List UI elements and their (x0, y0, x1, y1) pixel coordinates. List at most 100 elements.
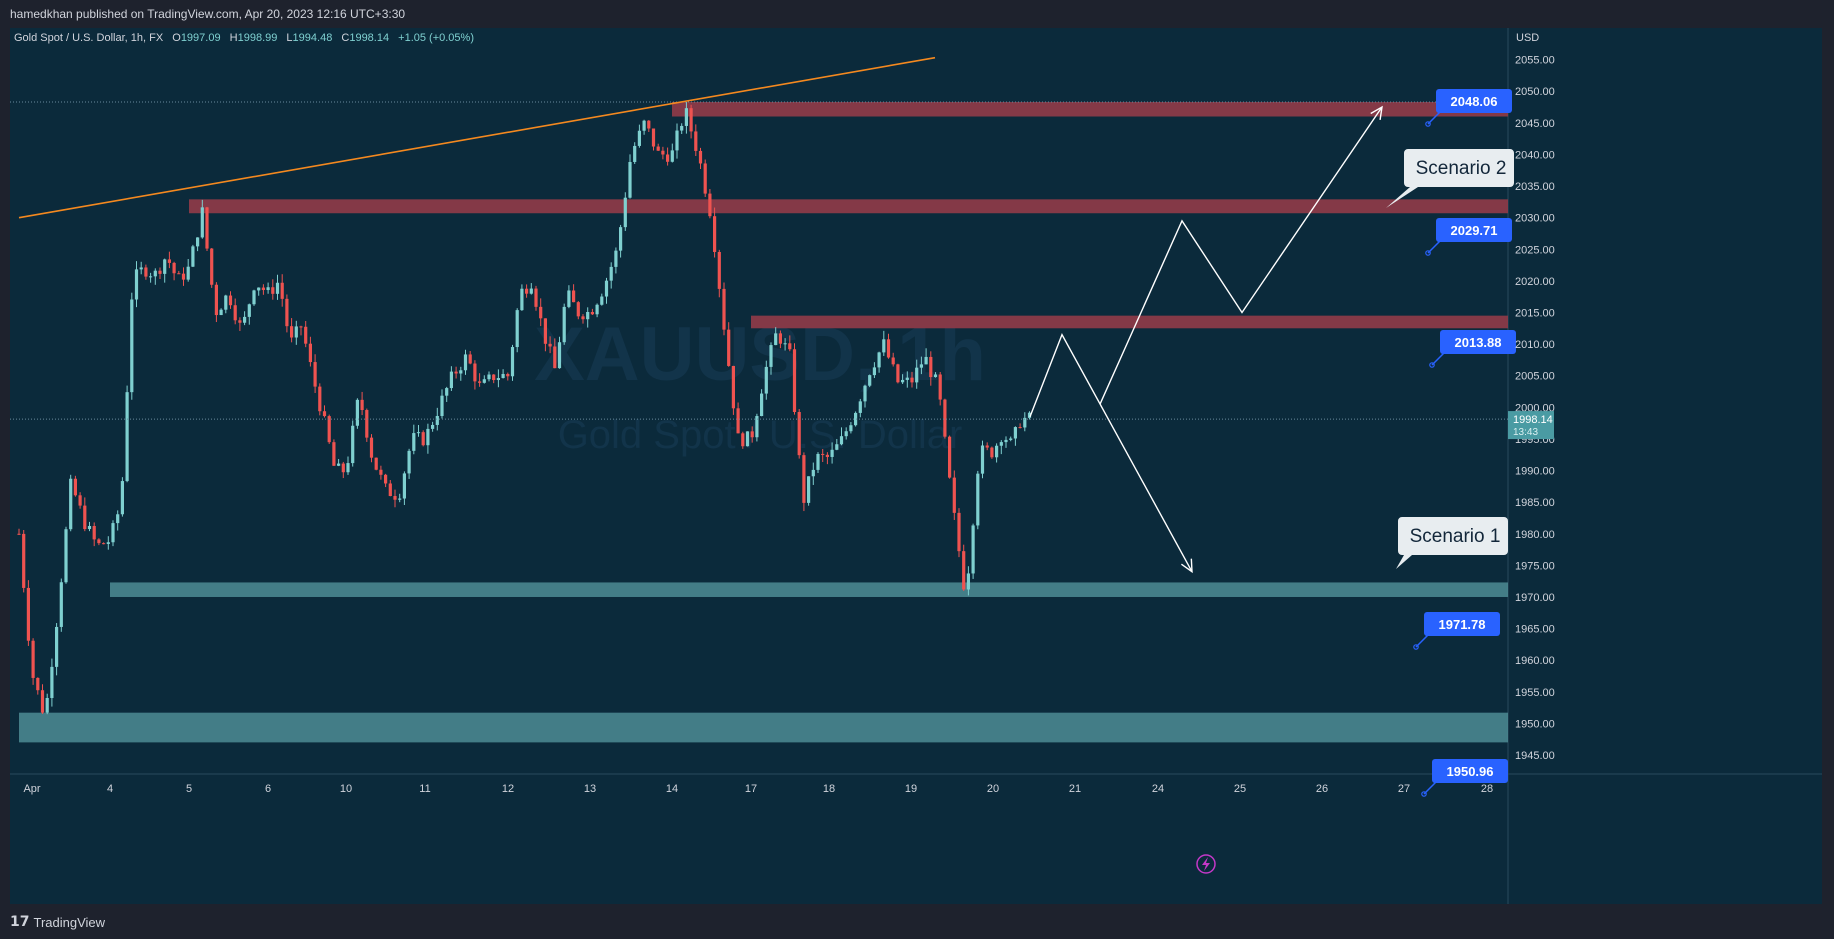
scenario-paths[interactable] (1029, 105, 1383, 574)
x-tick-label: 25 (1234, 783, 1246, 795)
candle-body (863, 385, 867, 402)
candle-body (802, 455, 806, 503)
candle-body (844, 431, 848, 437)
x-tick-label: 14 (666, 783, 678, 795)
candle-body (539, 306, 543, 319)
candle-body (280, 282, 284, 299)
legend-change: +1.05 (+0.05%) (398, 32, 474, 44)
candle-body (92, 525, 96, 540)
countdown-value: 13:43 (1513, 427, 1538, 438)
candle-body (962, 551, 966, 590)
x-tick-label: 20 (987, 783, 999, 795)
tradingview-brand[interactable]: 𝟭𝟳 TradingView (10, 914, 105, 930)
candle-body (741, 433, 745, 447)
candle-body (482, 379, 486, 383)
candle-body (990, 447, 994, 458)
candle-body (886, 339, 891, 358)
scenario-callout[interactable]: Scenario 1 (1396, 517, 1508, 569)
footer-brand-label: TradingView (33, 914, 106, 930)
candle-body (1027, 412, 1032, 418)
candle-body (896, 364, 900, 383)
candle-body (473, 363, 477, 382)
price-level-label[interactable]: 2048.06 (1425, 89, 1512, 127)
price-axis[interactable]: USD 2055.00 2050.00 2045.00 2040.00 2035.00 20… (1508, 32, 1555, 762)
label-box (1432, 759, 1508, 783)
candle-body (243, 316, 247, 323)
candle-body (496, 378, 500, 381)
callout-text: Scenario 2 (1416, 158, 1507, 179)
candle-body (506, 373, 510, 377)
candle-body (341, 463, 345, 473)
price-scale-panel[interactable] (1508, 28, 1822, 904)
x-tick-label: 4 (107, 783, 113, 795)
scenario-callouts[interactable]: Scenario 1 Scenario 2 (1386, 149, 1514, 569)
candle-body (783, 343, 787, 345)
candle-body (440, 395, 444, 416)
candle-body (402, 473, 406, 499)
candle-body (97, 539, 101, 544)
candle-body (431, 424, 435, 429)
candle-body (581, 316, 585, 320)
label-box (1436, 218, 1512, 242)
chart-area[interactable]: XAUUSD, 1h Gold Spot / U.S. Dollar Scena… (10, 28, 1822, 904)
candle-body (731, 365, 735, 409)
candle-body (666, 154, 670, 162)
candle-body (228, 295, 233, 306)
price-chart[interactable]: XAUUSD, 1h Gold Spot / U.S. Dollar Scena… (10, 28, 1822, 904)
candle-body (308, 343, 312, 363)
candle-body (971, 525, 975, 574)
price-level-label[interactable]: 2029.71 (1425, 218, 1512, 256)
trendline-layer[interactable] (18, 56, 936, 219)
x-tick-label: 6 (265, 783, 271, 795)
y-tick-label: 1960.00 (1515, 655, 1555, 667)
resistance-zone (751, 315, 1508, 329)
candle-body (426, 428, 430, 446)
candle-body (1023, 417, 1027, 428)
candle-body (825, 454, 829, 457)
scenario-path[interactable] (1029, 332, 1193, 573)
candle-body (694, 131, 698, 151)
candle-body (252, 290, 256, 305)
scenario-path[interactable] (1099, 106, 1383, 405)
candle-body (412, 433, 416, 451)
resistance-zone (189, 199, 1508, 214)
trendline[interactable] (18, 56, 936, 219)
y-tick-label: 1950.00 (1515, 718, 1555, 730)
y-tick-label: 2025.00 (1515, 244, 1555, 256)
candle-body (816, 453, 820, 470)
symbol-legend: Gold Spot / U.S. Dollar, 1h, FX O1997.09… (14, 32, 474, 44)
candle-body (985, 445, 989, 448)
x-tick-label: 21 (1069, 783, 1081, 795)
price-level-label[interactable]: 2013.88 (1429, 330, 1516, 368)
candle-body (102, 543, 106, 545)
x-tick-label: 17 (745, 783, 757, 795)
candle-body (689, 108, 693, 132)
legend-open: 1997.09 (181, 32, 221, 44)
candle-body (717, 251, 721, 289)
price-level-label[interactable]: 1950.96 (1421, 759, 1508, 797)
candle-body (332, 442, 336, 466)
label-text: 2029.71 (1451, 223, 1498, 238)
candle-body (703, 163, 707, 194)
candle-body (722, 288, 726, 330)
candle-body (487, 374, 491, 380)
candle-body (637, 130, 641, 146)
candle-body (557, 342, 562, 369)
lightning-icon[interactable] (1196, 854, 1216, 874)
candle-body (957, 512, 961, 552)
scenario-callout[interactable]: Scenario 2 (1386, 149, 1514, 208)
candle-body (501, 373, 505, 379)
candle-body (290, 326, 294, 338)
level-labels[interactable]: 2048.06 2029.71 2013.88 1971.78 1950.96 (1413, 89, 1516, 797)
y-tick-label: 2005.00 (1515, 371, 1555, 383)
candle-body (543, 318, 547, 344)
candle-body (365, 410, 369, 438)
price-level-label[interactable]: 1971.78 (1413, 612, 1500, 650)
candle-body (78, 495, 82, 506)
candle-body (144, 267, 148, 277)
candle-body (416, 432, 421, 434)
time-axis[interactable]: Apr 4 5 6 10 11 12 13 14 17 18 19 20 21 24 25 26 27 28 (23, 783, 1493, 795)
candle-body (177, 273, 181, 275)
candle-body (393, 496, 397, 500)
candle-body (158, 270, 162, 274)
